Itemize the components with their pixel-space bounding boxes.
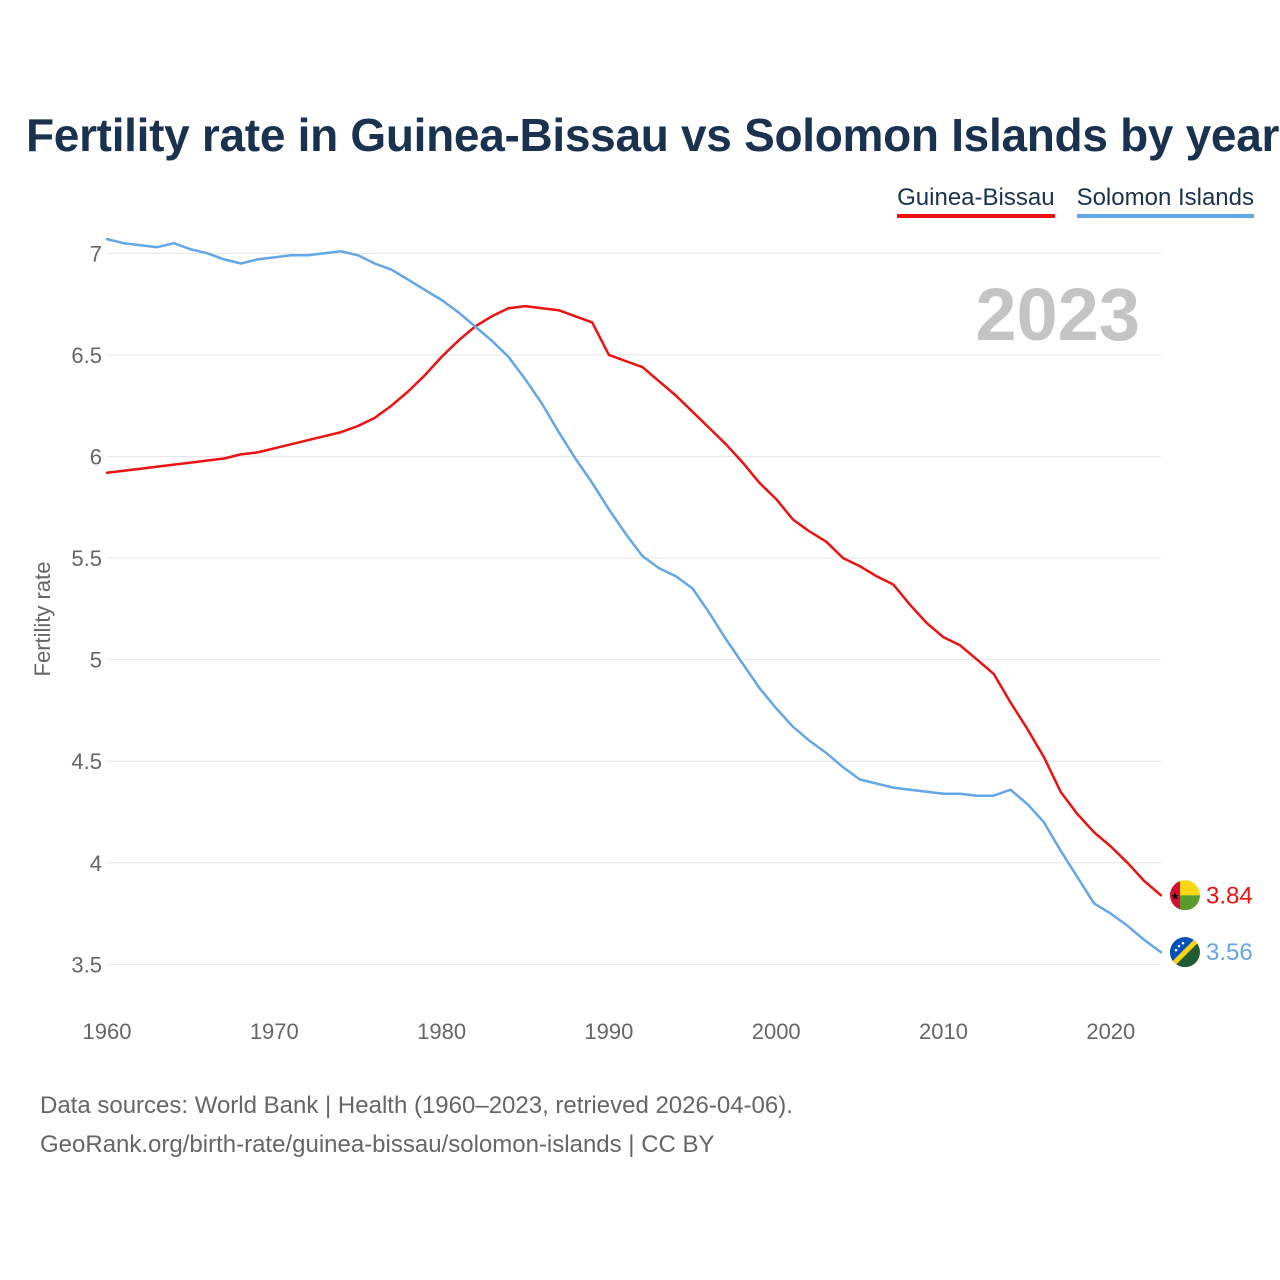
x-tick-label: 1960: [83, 1019, 132, 1044]
flag-red-band: [1170, 880, 1180, 911]
series-line-solomon-islands: [105, 237, 1163, 954]
y-tick-label: 6.5: [71, 343, 102, 368]
footer: Data sources: World Bank | Health (1960–…: [40, 1086, 793, 1164]
chart-title: Fertility rate in Guinea-Bissau vs Solom…: [26, 109, 1280, 161]
end-label-solomon-islands: 3.56: [1206, 939, 1253, 966]
y-tick-label: 5: [90, 648, 102, 673]
flag-star: ★: [1171, 891, 1180, 902]
y-tick-label: 5.5: [71, 546, 102, 571]
x-tick-label: 2020: [1086, 1019, 1135, 1044]
flag-yellow-band: [1180, 880, 1200, 896]
y-axis-label: Fertility rate: [30, 562, 55, 677]
legend-item-solomon-islands[interactable]: Solomon Islands: [1076, 184, 1254, 218]
year-watermark: 2023: [975, 273, 1140, 356]
flag-star: [1181, 941, 1185, 945]
y-tick-label: 6: [90, 444, 102, 469]
guinea-bissau-flag-marker: ★: [1170, 880, 1200, 911]
guinea-bissau-flag: ★: [1170, 880, 1200, 911]
flag-green-band: [1180, 895, 1200, 911]
x-tick-label: 2000: [752, 1019, 801, 1044]
x-tick-label: 1970: [250, 1019, 299, 1044]
y-tick-label: 7: [90, 241, 102, 266]
footer-attribution: GeoRank.org/birth-rate/guinea-bissau/sol…: [40, 1131, 715, 1158]
x-tick-label: 1990: [584, 1019, 633, 1044]
footer-sources: Data sources: World Bank | Health (1960–…: [40, 1092, 793, 1119]
y-tick-label: 3.5: [71, 952, 102, 977]
x-tick-label: 2010: [919, 1019, 968, 1044]
legend: Guinea-Bissau Solomon Islands: [897, 184, 1254, 218]
end-label-guinea-bissau: 3.84: [1206, 882, 1253, 909]
flag-star: [1174, 948, 1178, 952]
flag-yellow-stripe: [1170, 937, 1200, 968]
series-line-guinea-bissau: [105, 304, 1163, 897]
x-tick-label: 1980: [417, 1019, 466, 1044]
legend-item-guinea-bissau[interactable]: Guinea-Bissau: [897, 184, 1055, 218]
y-tick-label: 4: [90, 851, 102, 876]
y-tick-label: 4.5: [71, 749, 102, 774]
solomon-islands-flag: [1170, 937, 1200, 968]
flag-star: [1177, 944, 1181, 948]
